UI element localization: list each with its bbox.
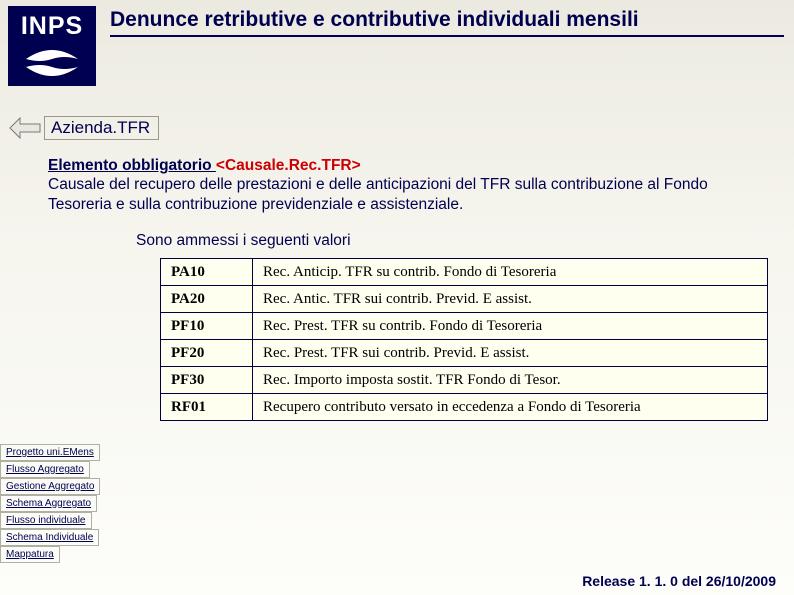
values-table: PA10 Rec. Anticip. TFR su contrib. Fondo… xyxy=(160,258,768,421)
table-row: RF01 Recupero contributo versato in ecce… xyxy=(161,394,768,421)
values-intro: Sono ammessi i seguenti valori xyxy=(136,232,351,250)
table-row: PF20 Rec. Prest. TFR sui contrib. Previd… xyxy=(161,340,768,367)
desc-cell: Rec. Antic. TFR sui contrib. Previd. E a… xyxy=(253,286,768,313)
side-link-progetto[interactable]: Progetto uni.EMens xyxy=(0,444,100,461)
desc-cell: Rec. Prest. TFR sui contrib. Previd. E a… xyxy=(253,340,768,367)
element-label: Elemento obbligatorio xyxy=(48,157,216,174)
inps-logo: INPS xyxy=(8,6,96,86)
desc-cell: Rec. Prest. TFR su contrib. Fondo di Tes… xyxy=(253,313,768,340)
code-cell: PF10 xyxy=(161,313,253,340)
table-row: PF30 Rec. Importo imposta sostit. TFR Fo… xyxy=(161,367,768,394)
breadcrumb-label[interactable]: Azienda.TFR xyxy=(44,116,159,140)
code-cell: PF20 xyxy=(161,340,253,367)
code-cell: RF01 xyxy=(161,394,253,421)
side-link-flusso-agg[interactable]: Flusso Aggregato xyxy=(0,461,90,478)
side-link-gestione-agg[interactable]: Gestione Aggregato xyxy=(0,478,100,495)
desc-cell: Recupero contributo versato in eccedenza… xyxy=(253,394,768,421)
breadcrumb: Azienda.TFR xyxy=(8,116,159,140)
side-link-flusso-ind[interactable]: Flusso individuale xyxy=(0,512,92,529)
arrow-left-icon xyxy=(8,116,42,140)
logo-text: INPS xyxy=(21,12,83,41)
element-desc: Causale del recupero delle prestazioni e… xyxy=(48,176,708,212)
code-cell: PA10 xyxy=(161,259,253,286)
table-row: PA20 Rec. Antic. TFR sui contrib. Previd… xyxy=(161,286,768,313)
table-row: PA10 Rec. Anticip. TFR su contrib. Fondo… xyxy=(161,259,768,286)
element-tag: <Causale.Rec.TFR> xyxy=(216,157,361,174)
side-nav: Progetto uni.EMens Flusso Aggregato Gest… xyxy=(0,444,100,563)
page-title: Denunce retributive e contributive indiv… xyxy=(110,8,784,37)
table-row: PF10 Rec. Prest. TFR su contrib. Fondo d… xyxy=(161,313,768,340)
desc-cell: Rec. Anticip. TFR su contrib. Fondo di T… xyxy=(253,259,768,286)
desc-cell: Rec. Importo imposta sostit. TFR Fondo d… xyxy=(253,367,768,394)
side-link-mappatura[interactable]: Mappatura xyxy=(0,546,60,563)
logo-swoosh-icon xyxy=(20,45,84,81)
code-cell: PA20 xyxy=(161,286,253,313)
side-link-schema-agg[interactable]: Schema Aggregato xyxy=(0,495,97,512)
release-label: Release 1. 1. 0 del 26/10/2009 xyxy=(582,573,776,589)
element-description: Elemento obbligatorio <Causale.Rec.TFR> … xyxy=(48,156,764,214)
side-link-schema-ind[interactable]: Schema Individuale xyxy=(0,529,99,546)
code-cell: PF30 xyxy=(161,367,253,394)
header: INPS Denunce retributive e contributive … xyxy=(8,6,784,86)
title-wrap: Denunce retributive e contributive indiv… xyxy=(96,6,784,37)
